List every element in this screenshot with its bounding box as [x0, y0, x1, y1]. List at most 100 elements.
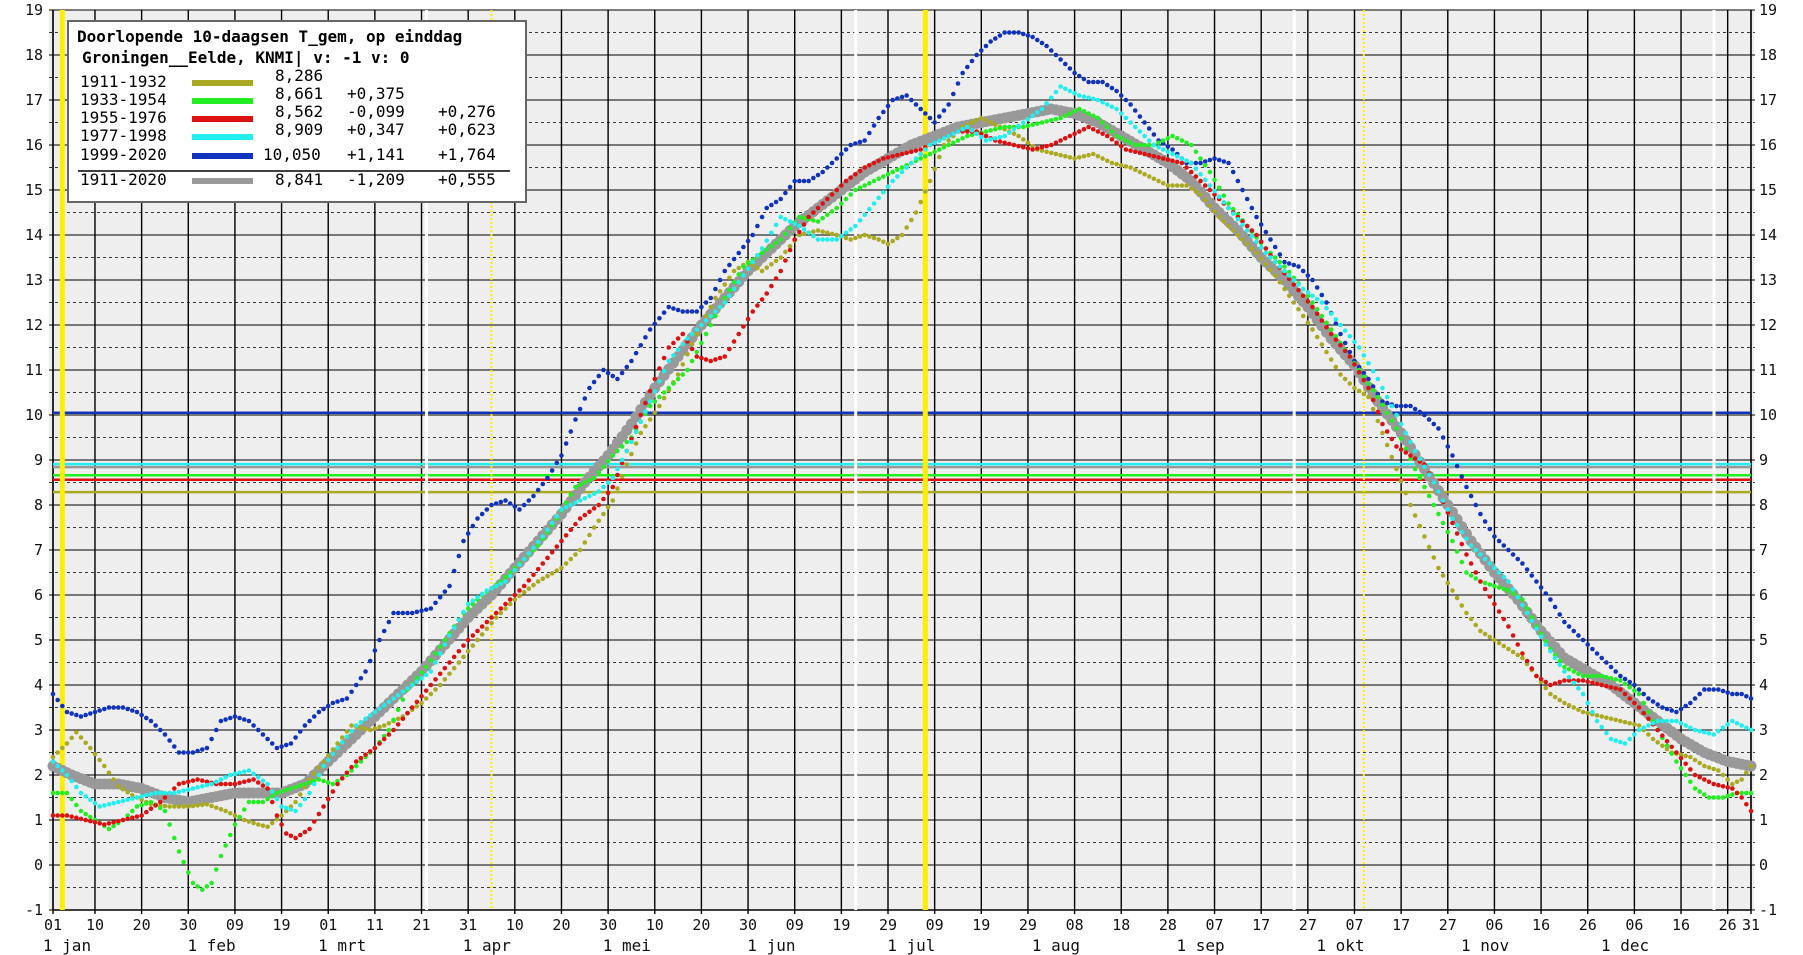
series-point [372, 648, 378, 653]
series-point [1464, 570, 1469, 575]
series-point [675, 372, 681, 377]
series-point [167, 790, 172, 796]
x-tick-label: 19 [273, 916, 291, 934]
series-point [591, 525, 597, 530]
series-point [652, 321, 658, 327]
series-point [1557, 697, 1563, 703]
series-point [1660, 705, 1665, 710]
series-point [1170, 147, 1175, 152]
series-point [1576, 633, 1581, 638]
series-point [395, 722, 401, 727]
x-tick-label: 28 [1159, 916, 1177, 934]
series-point [913, 210, 919, 215]
y-tick-label: 10 [25, 406, 43, 424]
series-point [409, 610, 415, 616]
series-point [227, 832, 233, 838]
series-point [1506, 646, 1511, 652]
series-point [1118, 143, 1124, 149]
series-point [629, 439, 634, 445]
series-point [1720, 783, 1726, 789]
y-tick-label: 7 [34, 541, 43, 559]
series-point [503, 498, 508, 503]
series-point [862, 232, 867, 238]
series-point [255, 727, 261, 733]
series-point [521, 583, 527, 589]
series-point [1739, 723, 1744, 728]
series-point [825, 165, 830, 170]
series-point [1557, 612, 1563, 617]
series-point [1361, 370, 1367, 376]
series-point [1006, 30, 1012, 35]
series-point [1669, 751, 1674, 756]
series-point [148, 791, 154, 797]
series-point [839, 151, 844, 157]
series-point [447, 671, 452, 677]
legend-value-3: +1,764 [438, 145, 496, 164]
series-point [867, 130, 872, 136]
series-point [685, 367, 690, 373]
series-point [1146, 142, 1152, 148]
series-point [559, 565, 564, 571]
series-point [353, 759, 359, 764]
series-point [582, 495, 588, 501]
series-point [992, 122, 998, 128]
series-point [475, 516, 480, 521]
series-point [106, 821, 112, 826]
y-tick-label: 0 [1759, 856, 1768, 874]
series-point [1678, 706, 1684, 712]
series-point [741, 273, 746, 278]
series-point [834, 232, 839, 238]
series-point [1506, 624, 1511, 629]
series-point [265, 824, 270, 830]
series-point [1142, 142, 1147, 148]
series-point [1286, 261, 1292, 266]
series-point [876, 115, 881, 121]
series-point [442, 589, 448, 594]
series-point [1048, 117, 1054, 123]
series-point [1370, 368, 1376, 374]
series-point [227, 772, 233, 778]
series-point [143, 809, 149, 815]
series-point [386, 727, 392, 733]
series-point [1468, 561, 1474, 566]
series-point [372, 745, 378, 751]
series-point [1160, 180, 1166, 186]
series-point [591, 491, 597, 497]
series-point [1636, 687, 1642, 692]
series-point [1473, 576, 1479, 581]
series-point [1524, 606, 1530, 611]
series-point [1394, 444, 1399, 449]
series-point [965, 133, 970, 139]
series-point [344, 770, 350, 776]
series-point [1179, 138, 1185, 143]
series-point [74, 784, 79, 790]
series-point [507, 573, 513, 579]
series-point [1198, 160, 1203, 166]
month-label: 1 okt [1316, 936, 1364, 955]
series-point [283, 787, 289, 793]
series-point [918, 151, 923, 157]
series-point [1006, 141, 1012, 147]
series-point [1165, 157, 1171, 162]
x-tick-label: 11 [366, 916, 384, 934]
series-point [405, 710, 410, 716]
series-point [615, 466, 620, 472]
series-point [1370, 397, 1376, 403]
series-point [638, 430, 644, 436]
series-point [1193, 149, 1199, 155]
series-point [1254, 250, 1259, 256]
x-tick-label: 29 [1019, 916, 1037, 934]
series-point [787, 247, 793, 253]
series-point [853, 235, 858, 241]
series-point [1053, 151, 1059, 157]
y-tick-label: 19 [1759, 1, 1777, 19]
series-point [1632, 688, 1637, 693]
series-point [125, 789, 130, 795]
series-point [237, 715, 242, 721]
series-point [246, 718, 252, 724]
series-point [1412, 466, 1418, 472]
series-point [675, 347, 681, 353]
series-point [587, 493, 592, 499]
series-point [316, 709, 322, 715]
series-point [876, 237, 881, 242]
